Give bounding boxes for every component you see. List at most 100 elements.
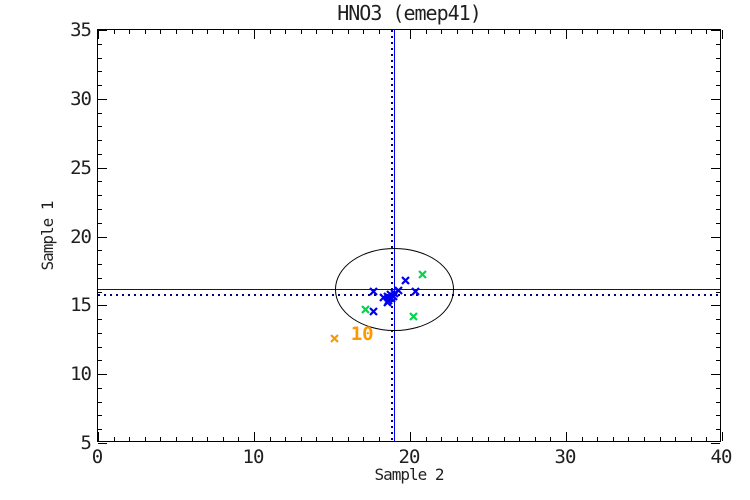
y-major-tick <box>711 30 720 31</box>
y-major-tick <box>98 305 107 306</box>
x-tick-label: 30 <box>554 446 577 468</box>
x-minor-tick <box>582 437 583 441</box>
y-minor-tick <box>98 360 102 361</box>
x-minor-tick <box>176 30 177 34</box>
x-minor-tick <box>457 30 458 34</box>
y-tick-label: 25 <box>70 156 92 179</box>
x-marker-icon <box>418 269 428 279</box>
x-marker-icon <box>401 276 411 286</box>
sample-points-orange-marker <box>329 329 340 344</box>
y-minor-tick <box>98 44 102 45</box>
y-minor-tick <box>716 181 720 182</box>
x-minor-tick <box>675 30 676 34</box>
plot-area: 10 <box>97 29 723 444</box>
x-minor-tick <box>519 30 520 34</box>
x-minor-tick <box>535 30 536 34</box>
x-minor-tick <box>192 437 193 441</box>
y-minor-tick <box>716 85 720 86</box>
y-minor-tick <box>716 58 720 59</box>
y-minor-tick <box>98 223 102 224</box>
x-minor-tick <box>316 437 317 441</box>
y-minor-tick <box>98 154 102 155</box>
x-minor-tick <box>628 30 629 34</box>
x-minor-tick <box>550 30 551 34</box>
x-minor-tick <box>457 437 458 441</box>
sample-points-blue-marker <box>400 271 411 286</box>
x-minor-tick <box>301 437 302 441</box>
y-minor-tick <box>716 250 720 251</box>
x-minor-tick <box>441 30 442 34</box>
x-minor-tick <box>363 30 364 34</box>
x-minor-tick <box>363 437 364 441</box>
y-tick-label: 35 <box>70 19 92 41</box>
y-minor-tick <box>716 195 720 196</box>
x-minor-tick <box>270 30 271 34</box>
x-major-tick <box>410 30 411 39</box>
x-minor-tick <box>285 30 286 34</box>
x-major-tick <box>254 432 255 441</box>
y-minor-tick <box>98 402 102 403</box>
y-major-tick <box>711 374 720 375</box>
x-major-tick <box>566 30 567 39</box>
y-minor-tick <box>716 209 720 210</box>
x-minor-tick <box>223 437 224 441</box>
y-minor-tick <box>716 347 720 348</box>
y-minor-tick <box>98 113 102 114</box>
x-marker-icon <box>368 306 378 316</box>
x-minor-tick <box>660 437 661 441</box>
x-tick-label: 40 <box>710 446 733 468</box>
x-minor-tick <box>145 30 146 34</box>
x-minor-tick <box>238 30 239 34</box>
x-minor-tick <box>675 437 676 441</box>
x-marker-icon <box>368 287 378 297</box>
x-minor-tick <box>613 437 614 441</box>
x-minor-tick <box>613 30 614 34</box>
x-minor-tick <box>348 30 349 34</box>
x-minor-tick <box>316 30 317 34</box>
x-minor-tick <box>519 437 520 441</box>
x-tick-label: 10 <box>242 446 265 468</box>
y-minor-tick <box>98 181 102 182</box>
y-major-tick <box>711 237 720 238</box>
x-minor-tick <box>550 437 551 441</box>
x-minor-tick <box>285 437 286 441</box>
y-minor-tick <box>716 154 720 155</box>
reference-line-dotted-vertical <box>391 30 393 441</box>
x-major-tick <box>722 432 723 441</box>
y-major-tick <box>711 305 720 306</box>
x-axis-label: Sample 2 <box>374 465 444 484</box>
y-major-tick <box>711 99 720 100</box>
y-major-tick <box>711 168 720 169</box>
x-minor-tick <box>628 437 629 441</box>
sample-points-green-marker <box>417 265 428 279</box>
y-minor-tick <box>98 126 102 127</box>
sample-points-blue-marker <box>378 288 389 302</box>
y-major-tick <box>98 99 107 100</box>
y-minor-tick <box>98 140 102 141</box>
x-minor-tick <box>176 437 177 441</box>
y-major-tick <box>98 237 107 238</box>
x-minor-tick <box>426 30 427 34</box>
sample-points-blue-marker <box>368 282 379 297</box>
y-minor-tick <box>716 113 720 114</box>
x-minor-tick <box>706 30 707 34</box>
x-minor-tick <box>660 30 661 34</box>
y-minor-tick <box>98 264 102 265</box>
x-minor-tick <box>488 437 489 441</box>
x-marker-icon <box>329 334 339 344</box>
y-minor-tick <box>716 388 720 389</box>
y-tick-label: 10 <box>70 363 92 386</box>
sample-points-blue-marker <box>410 282 421 297</box>
x-minor-tick <box>504 437 505 441</box>
y-minor-tick <box>98 347 102 348</box>
x-minor-tick <box>129 437 130 441</box>
y-minor-tick <box>716 360 720 361</box>
x-minor-tick <box>597 30 598 34</box>
x-minor-tick <box>706 437 707 441</box>
y-minor-tick <box>716 429 720 430</box>
chart-title: HNO3 (emep41) <box>337 1 482 25</box>
point-count-label: 10 <box>350 323 374 346</box>
x-minor-tick <box>270 437 271 441</box>
y-minor-tick <box>98 333 102 334</box>
